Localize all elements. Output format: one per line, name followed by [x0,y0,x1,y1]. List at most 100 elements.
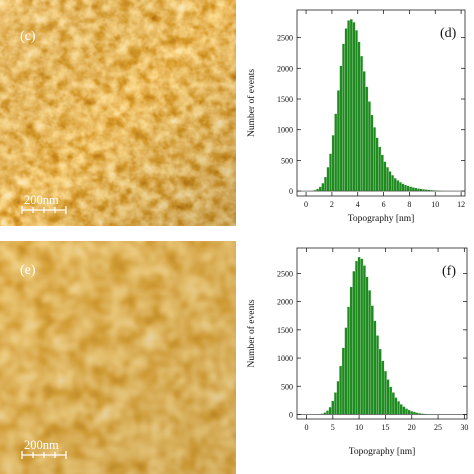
bar-d [386,167,389,192]
x-tick-label-f: 25 [434,423,442,432]
bar-d [324,176,327,192]
panel-label-f: (f) [442,264,456,279]
bar-d [370,114,374,192]
y-tick-label-f: 2000 [277,298,293,307]
bar-d [349,19,353,192]
x-tick-label-f: 20 [408,423,416,432]
y-tick-label-d: 2500 [277,34,293,43]
bar-d [409,186,413,192]
y-axis-title-f: Number of events [246,299,257,367]
bar-f [352,271,356,415]
x-tick-label-f: 15 [381,423,389,432]
y-tick-label-d: 2000 [277,64,293,73]
panel-label-e: (e) [20,263,36,278]
bar-d [393,178,397,192]
plot-frame-f [296,247,468,420]
bar-d [318,186,322,192]
bar-d [362,71,366,192]
y-tick-label-d: 1500 [277,95,293,104]
bar-f [405,408,408,415]
y-tick-label-d: 1000 [277,126,293,135]
bar-f [412,411,416,415]
bar-d [326,167,330,192]
y-tick-label-f: 0 [289,410,293,419]
y-tick-label-f: 1500 [277,326,293,335]
bar-d [334,113,338,192]
x-tick-label-d: 2 [330,200,334,209]
bar-f [402,406,406,415]
bar-d [378,146,382,192]
bar-d [401,183,405,192]
bar-f [339,365,343,415]
bar-f [383,370,387,415]
y-axis-title-d: Number of events [246,69,257,137]
x-tick-label-d: 6 [382,200,386,209]
bar-d [417,188,420,192]
bar-d [367,101,371,192]
bar-f [381,360,385,415]
afm-image-e: (e) 200nm [0,241,236,474]
bar-f [389,386,393,415]
bar-f [368,290,372,415]
x-axis-title-d: Topography [nm] [348,214,415,224]
bar-d [355,30,358,192]
bar-d [383,161,387,192]
bar-f [362,265,366,415]
bar-d [411,187,415,192]
bars-f [318,256,429,415]
bar-d [357,41,361,192]
bar-d [373,127,376,192]
x-tick-label-d: 4 [356,200,360,209]
bar-f [399,404,403,415]
x-tick-label-d: 0 [304,200,308,209]
bar-d [380,154,384,192]
bar-f [376,335,379,415]
scale-bar-label-c: 200nm [24,193,59,207]
bar-f [370,305,374,415]
bar-f [347,306,351,415]
bars-d [311,19,444,192]
x-tick-label-f: 10 [355,423,363,432]
bar-f [394,397,398,415]
y-tick-label-f: 1000 [277,354,293,363]
bar-f [326,410,329,415]
bar-d [396,180,400,192]
x-tick-label-f: 30 [460,423,468,432]
histogram-f-svg: 0 5 10 15 20 25 30 0 500 1000 1500 2000 2500 Topograp… [246,247,468,457]
histogram-d: 0 2 4 6 8 10 12 0 500 1000 1500 2000 2500 Topography … [240,0,474,235]
afm-shading-c [0,0,236,226]
bar-f [386,379,390,415]
bar-f [365,276,369,415]
bar-f [333,392,337,415]
bar-f [349,286,353,415]
bar-f [344,327,348,415]
bar-f [328,407,332,415]
x-axis-title-f: Topography [nm] [349,447,416,457]
bar-f [355,260,358,415]
scale-bar-c [21,206,67,214]
bar-f [378,348,382,415]
bar-d [360,55,364,192]
bar-f [407,409,411,415]
bar-f [341,347,345,415]
bar-d [398,182,402,192]
bar-d [365,86,369,192]
x-tick-label-f: 5 [331,423,335,432]
x-tick-label-f: 0 [304,423,308,432]
bar-d [404,184,407,192]
bar-d [329,153,333,192]
y-tick-label-d: 0 [289,187,293,196]
bar-d [419,188,423,192]
plot-frame-d [296,9,466,197]
x-tick-label-d: 12 [457,200,465,209]
scale-bar-e [21,451,67,459]
bar-f [410,410,414,415]
bar-f [373,320,377,415]
bar-d [406,185,410,192]
bar-d [316,188,320,192]
bar-d [375,137,379,192]
bar-d [339,65,343,192]
bar-f [397,401,401,415]
y-tick-label-d: 500 [281,156,293,165]
bar-f [331,400,335,415]
